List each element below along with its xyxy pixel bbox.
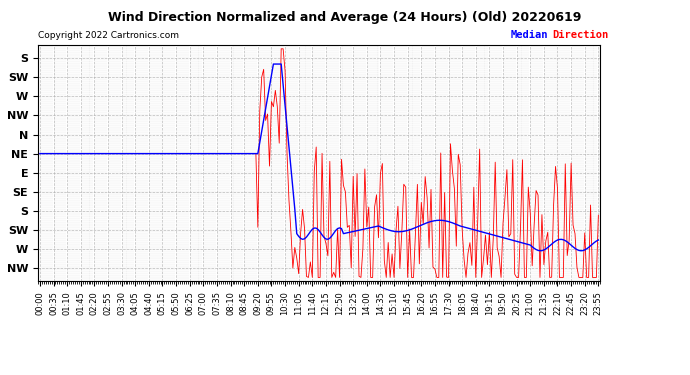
Text: Wind Direction Normalized and Average (24 Hours) (Old) 20220619: Wind Direction Normalized and Average (2… [108, 11, 582, 24]
Text: Median: Median [511, 30, 548, 39]
Text: Direction: Direction [552, 30, 609, 39]
Text: Copyright 2022 Cartronics.com: Copyright 2022 Cartronics.com [38, 30, 179, 39]
